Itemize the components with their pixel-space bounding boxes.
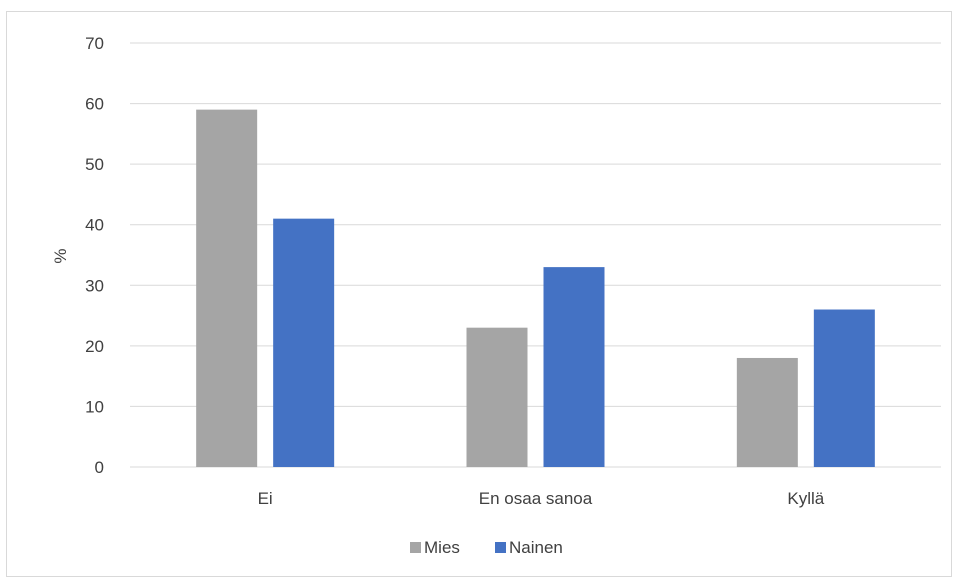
y-tick-label: 50 <box>85 155 104 174</box>
bar-mies-2 <box>736 357 798 467</box>
legend-label-nainen: Nainen <box>509 538 563 557</box>
y-axis-title: % <box>51 248 70 263</box>
y-tick-label: 70 <box>85 34 104 53</box>
legend-swatch-mies <box>410 542 421 553</box>
chart-frame <box>6 11 952 577</box>
y-tick-labels: 0 10 20 30 40 50 60 70 <box>85 34 104 477</box>
y-tick-label: 0 <box>95 458 104 477</box>
legend: Mies Nainen <box>410 538 563 557</box>
legend-swatch-nainen <box>495 542 506 553</box>
bar-mies-0 <box>196 109 258 467</box>
bar-nainen-1 <box>543 267 605 467</box>
bar-mies-1 <box>466 327 528 467</box>
x-tick-label: Kyllä <box>787 489 824 508</box>
x-tick-labels: Ei En osaa sanoa Kyllä <box>258 489 825 508</box>
y-tick-label: 60 <box>85 95 104 114</box>
x-tick-label: En osaa sanoa <box>479 489 593 508</box>
y-tick-label: 40 <box>85 216 104 235</box>
y-tick-label: 10 <box>85 397 104 416</box>
y-tick-label: 30 <box>85 276 104 295</box>
x-tick-label: Ei <box>258 489 273 508</box>
bar-nainen-2 <box>813 309 875 467</box>
legend-label-mies: Mies <box>424 538 460 557</box>
gridlines <box>130 42 941 468</box>
bar-nainen-0 <box>273 218 335 467</box>
bars <box>196 109 875 467</box>
y-tick-label: 20 <box>85 337 104 356</box>
